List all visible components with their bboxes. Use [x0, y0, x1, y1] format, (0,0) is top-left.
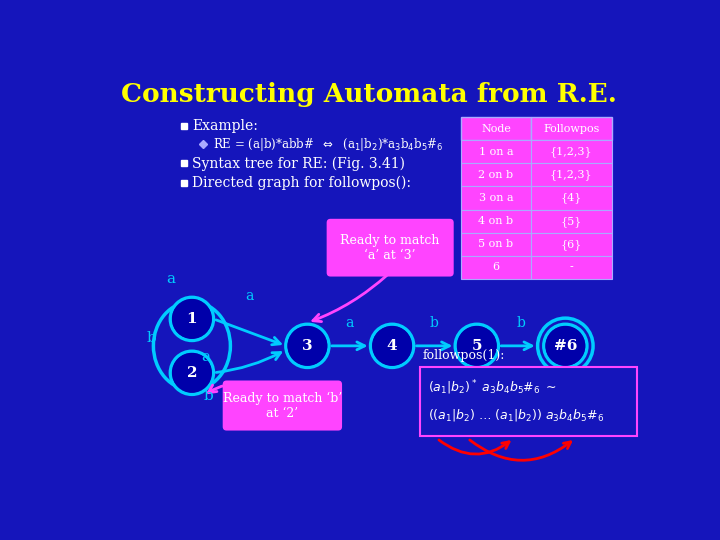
Circle shape [372, 326, 412, 366]
Text: 3: 3 [302, 339, 312, 353]
Text: {6}: {6} [560, 239, 582, 249]
Text: 3 on a: 3 on a [479, 193, 513, 203]
Text: #6: #6 [554, 339, 577, 353]
Text: Syntax tree for RE: (Fig. 3.41): Syntax tree for RE: (Fig. 3.41) [192, 156, 405, 171]
Text: 4 on b: 4 on b [479, 216, 513, 226]
Text: {1,2,3}: {1,2,3} [550, 146, 593, 157]
Bar [462, 164, 531, 186]
Text: Constructing Automata from R.E.: Constructing Automata from R.E. [121, 82, 617, 106]
FancyArrowPatch shape [469, 440, 571, 460]
Bar [462, 117, 531, 140]
Text: -: - [570, 262, 573, 272]
FancyArrowPatch shape [439, 440, 509, 454]
Text: $((a_1|b_2)\ \ldots\ (a_1|b_2))\ a_3b_4b_5\#_6$: $((a_1|b_2)\ \ldots\ (a_1|b_2))\ a_3b_4b… [428, 407, 603, 423]
FancyArrowPatch shape [216, 320, 280, 345]
Bar [531, 186, 611, 210]
FancyBboxPatch shape [327, 219, 454, 276]
Text: a: a [166, 272, 175, 286]
Text: {1,2,3}: {1,2,3} [550, 170, 593, 180]
Text: b: b [516, 316, 525, 330]
Text: b: b [204, 389, 214, 403]
Bar [462, 210, 531, 233]
Text: Directed graph for followpos():: Directed graph for followpos(): [192, 176, 411, 190]
FancyArrowPatch shape [416, 342, 449, 350]
Text: 1 on a: 1 on a [479, 147, 513, 157]
Bar [531, 233, 611, 256]
Text: a: a [202, 350, 210, 365]
Text: a: a [346, 316, 354, 330]
Bar [531, 140, 611, 164]
Text: followpos(1):: followpos(1): [423, 349, 505, 362]
FancyArrowPatch shape [313, 274, 388, 322]
Text: Node: Node [481, 124, 511, 134]
Text: RE = (a|b)*abb#  $\Leftrightarrow$  (a$_1$|b$_2$)*a$_3$b$_4$b$_5$#$_6$: RE = (a|b)*abb# $\Leftrightarrow$ (a$_1$… [213, 136, 444, 153]
Text: 2 on b: 2 on b [479, 170, 513, 180]
Text: b: b [430, 316, 439, 330]
Text: a: a [246, 289, 254, 303]
Text: Ready to match
‘a’ at ‘3’: Ready to match ‘a’ at ‘3’ [341, 234, 440, 262]
Circle shape [287, 326, 328, 366]
Circle shape [172, 299, 212, 339]
Text: 5: 5 [472, 339, 482, 353]
FancyArrowPatch shape [208, 383, 247, 393]
Text: Ready to match ‘b’
at ‘2’: Ready to match ‘b’ at ‘2’ [222, 392, 342, 420]
FancyBboxPatch shape [420, 367, 637, 436]
Bar [531, 164, 611, 186]
Text: $(a_1|b_2)^*\ a_3b_4b_5\#_6\ \sim$: $(a_1|b_2)^*\ a_3b_4b_5\#_6\ \sim$ [428, 379, 557, 397]
Bar [462, 256, 531, 279]
Circle shape [545, 326, 585, 366]
FancyBboxPatch shape [222, 381, 342, 430]
Text: 6: 6 [492, 262, 500, 272]
Circle shape [456, 326, 497, 366]
FancyArrowPatch shape [332, 342, 364, 350]
Bar [462, 140, 531, 164]
Bar [531, 210, 611, 233]
Text: 5 on b: 5 on b [479, 239, 513, 249]
Text: 2: 2 [186, 366, 197, 380]
FancyArrowPatch shape [501, 342, 532, 350]
Text: 4: 4 [387, 339, 397, 353]
Text: 1: 1 [186, 312, 197, 326]
Circle shape [172, 353, 212, 393]
Text: Followpos: Followpos [543, 124, 599, 134]
Text: Example:: Example: [192, 119, 258, 133]
FancyArrowPatch shape [216, 353, 281, 373]
Bar [531, 117, 611, 140]
Text: {4}: {4} [560, 193, 582, 204]
Bar [462, 186, 531, 210]
Bar [462, 233, 531, 256]
Text: b: b [147, 331, 157, 345]
Bar [531, 256, 611, 279]
Text: {5}: {5} [560, 215, 582, 226]
